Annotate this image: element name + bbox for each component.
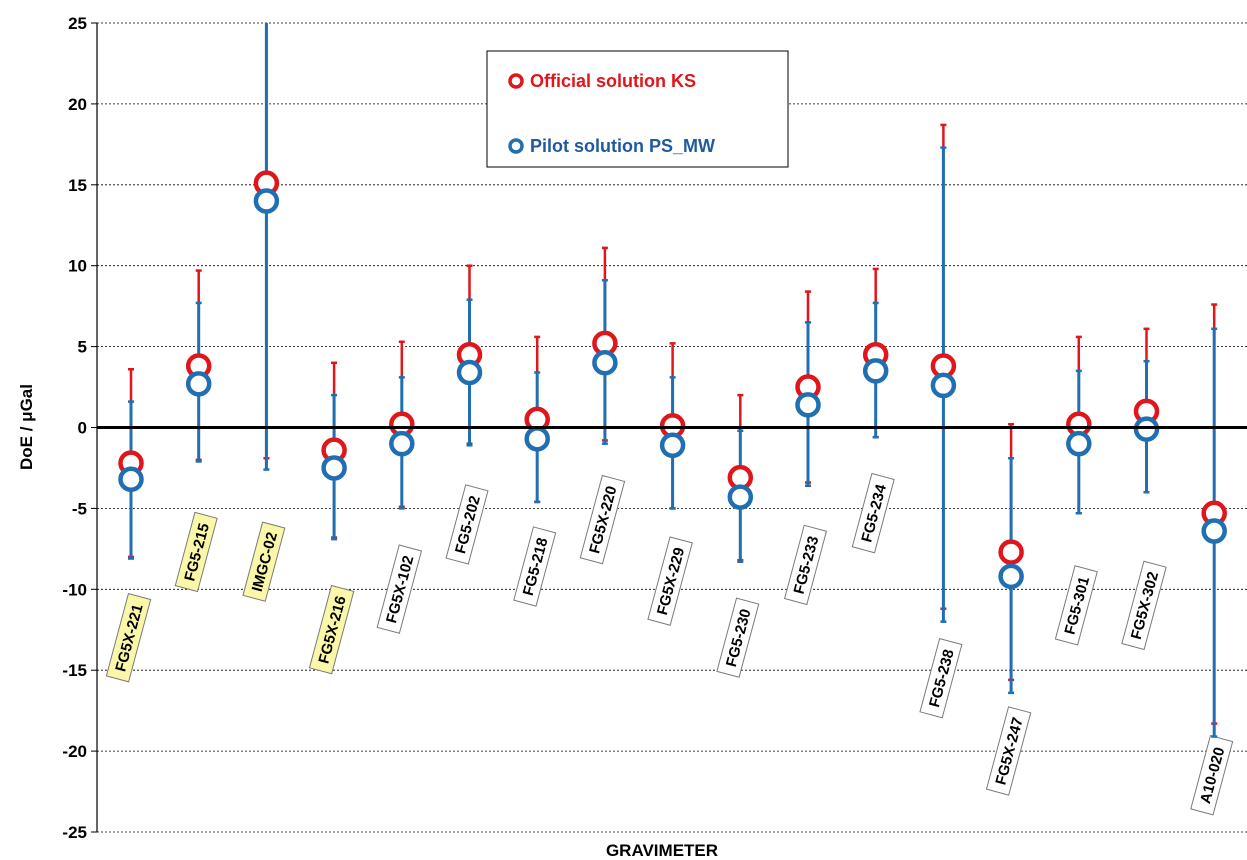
data-point	[592, 350, 618, 376]
category-label: FG5-218	[513, 526, 557, 607]
category-label-box	[985, 706, 1032, 796]
data-point	[998, 563, 1024, 590]
data-points	[118, 170, 1227, 590]
y-tick-label: 25	[68, 14, 87, 33]
category-label: FG5X-220	[579, 474, 626, 565]
category-label-box	[1190, 735, 1234, 816]
data-point	[659, 432, 686, 459]
legend-box	[486, 50, 789, 168]
category-label: A10-020	[1190, 735, 1234, 816]
data-point	[118, 466, 144, 493]
data-point	[389, 430, 415, 457]
category-label-box	[1054, 565, 1098, 646]
data-point	[727, 484, 754, 510]
category-label-box	[174, 511, 218, 593]
category-label-box	[308, 584, 355, 675]
data-point	[524, 426, 550, 452]
category-label-box	[716, 597, 760, 678]
y-tick-label: 10	[68, 257, 87, 276]
data-point	[795, 392, 821, 418]
category-label: FG5-301	[1054, 565, 1098, 646]
data-point	[185, 371, 212, 397]
legend-marker-official	[508, 73, 524, 89]
data-point	[930, 372, 957, 399]
category-label: FG5-215	[174, 511, 218, 593]
category-label-box	[105, 592, 152, 683]
y-tick-label: -15	[62, 661, 87, 680]
category-label-box	[783, 524, 828, 606]
y-tick-label: -10	[62, 580, 87, 599]
y-tick-label: 5	[78, 338, 87, 357]
y-tick-label: -5	[72, 499, 87, 518]
y-tick-label: -25	[62, 823, 87, 842]
data-point	[456, 359, 483, 386]
y-tick-label: 20	[68, 95, 87, 114]
category-label-box	[579, 474, 626, 565]
x-axis-label: GRAVIMETER	[606, 841, 718, 860]
data-point	[1201, 518, 1227, 544]
data-point	[1066, 430, 1092, 457]
legend-label-pilot: Pilot solution PS_MW	[530, 136, 715, 156]
data-point	[321, 455, 347, 481]
category-label-box	[376, 544, 423, 634]
legend: Official solution KS Pilot solution PS_M…	[486, 50, 789, 168]
category-label: FG5-230	[716, 597, 760, 678]
category-label: FG5-234	[851, 472, 895, 554]
category-label: FG5X-221	[105, 592, 152, 683]
category-label: FG5X-229	[647, 536, 693, 626]
category-label: FG5-238	[919, 637, 963, 719]
y-tick-label: 15	[68, 176, 87, 195]
y-axis-ticks: 25 20 15 10 5 0 -5 -10 -15 -20 -25	[62, 14, 97, 842]
category-label-box	[242, 521, 286, 602]
data-point	[1133, 416, 1160, 442]
category-label: FG5X-216	[308, 584, 355, 675]
category-label-box	[513, 526, 557, 607]
category-label-box	[1121, 560, 1167, 651]
y-tick-label: 0	[78, 419, 87, 438]
y-tick-label: -20	[62, 742, 87, 761]
category-label: IMGC-02	[242, 521, 286, 602]
category-label-box	[647, 536, 693, 626]
data-point	[253, 188, 280, 214]
category-label: FG5-233	[783, 524, 828, 606]
legend-marker-pilot	[508, 138, 524, 154]
category-label-box	[445, 484, 489, 565]
legend-label-official: Official solution KS	[530, 71, 696, 91]
data-point	[862, 358, 889, 384]
category-label: FG5X-302	[1121, 560, 1167, 651]
category-label-box	[851, 472, 895, 554]
data-point	[998, 539, 1024, 565]
category-label: FG5-202	[445, 484, 489, 565]
y-axis-label: DoE / μGal	[17, 384, 36, 470]
category-label-box	[919, 637, 963, 719]
